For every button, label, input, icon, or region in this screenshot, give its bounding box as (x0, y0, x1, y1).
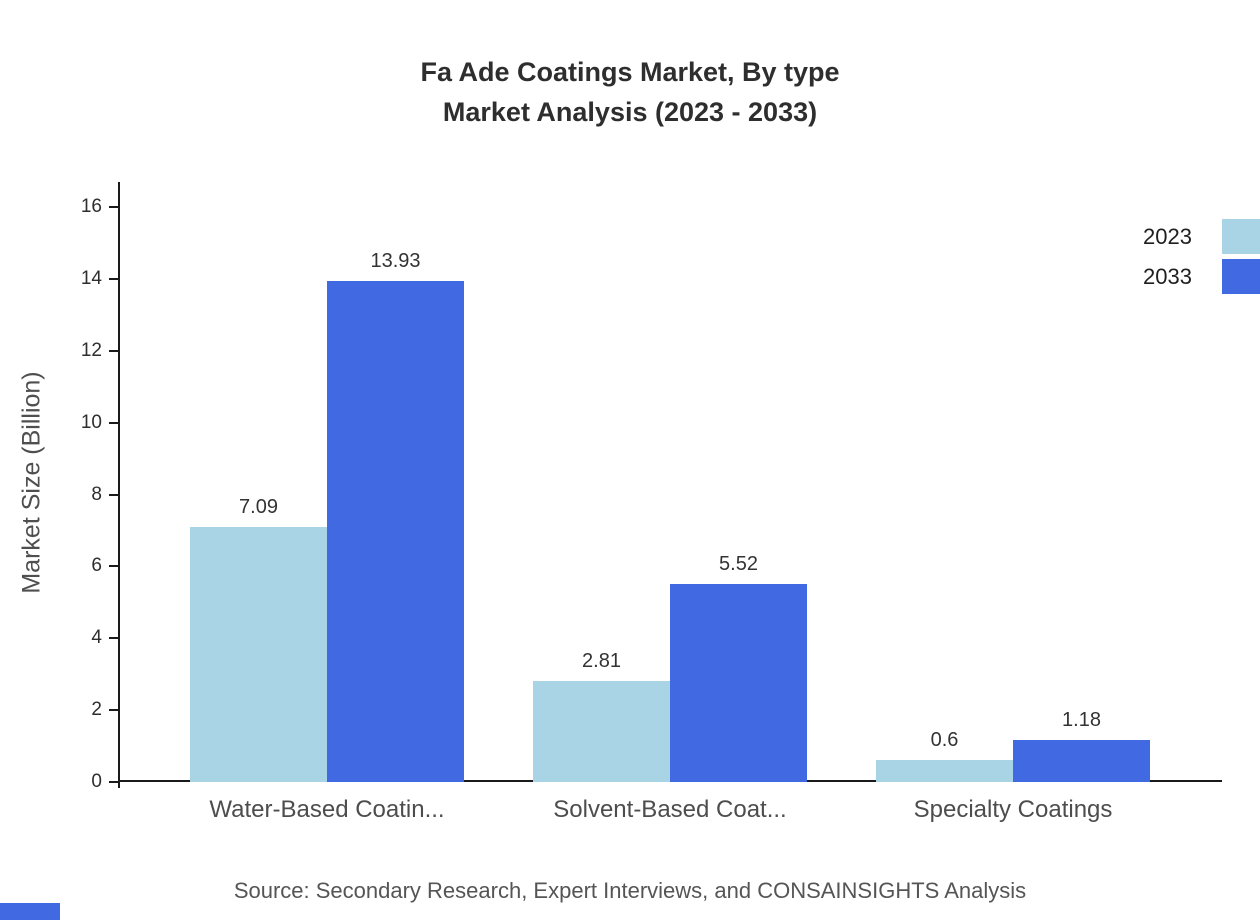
x-category-label: Water-Based Coatin... (209, 796, 445, 823)
y-tick-label: 14 (80, 267, 102, 289)
y-tick-label: 12 (80, 339, 102, 361)
x-category-label: Specialty Coatings (913, 796, 1113, 823)
y-tick-label: 0 (91, 771, 102, 792)
y-tick-label: 2 (91, 699, 102, 721)
y-tick-mark (109, 277, 118, 280)
x-category-label: Solvent-Based Coat... (553, 796, 787, 823)
y-tick-label: 16 (80, 196, 102, 217)
y-tick-mark (109, 493, 118, 496)
legend-swatch (1222, 259, 1260, 294)
chart-title-line2: Market Analysis (2023 - 2033) (442, 97, 818, 127)
y-tick-mark (109, 565, 118, 568)
plot-area: 0 2 4 6 8 10 12 14 16 7.09 13.93 Water-Based Coatin… (81, 182, 1222, 823)
y-tick-mark (109, 709, 118, 712)
bar-2033 (327, 281, 464, 782)
y-tick-label: 6 (91, 555, 102, 577)
legend-item-2023: 2023 (1143, 219, 1260, 254)
y-tick-mark (109, 781, 118, 783)
y-axis-line (118, 182, 120, 788)
bar-value-label: 2.81 (582, 650, 621, 673)
legend-item-2033: 2033 (1143, 259, 1260, 294)
y-tick-label: 8 (91, 483, 102, 505)
bar-value-label: 0.6 (930, 729, 959, 752)
y-tick-mark (109, 637, 118, 640)
chart-title: Fa Ade Coatings Market, By type Market A… (0, 52, 1260, 132)
legend-swatch (1222, 219, 1260, 254)
bar-2023 (876, 760, 1013, 782)
legend-label: 2023 (1143, 223, 1192, 249)
bar-2023 (533, 681, 670, 782)
bar-value-label: 5.52 (719, 552, 758, 575)
y-tick-label: 4 (91, 627, 102, 649)
bar-value-label: 7.09 (239, 496, 278, 519)
chart-title-line1: Fa Ade Coatings Market, By type (420, 57, 840, 87)
bar-2033 (670, 583, 807, 782)
bar-2023 (190, 527, 327, 782)
y-tick-label: 10 (80, 411, 102, 433)
bar-value-label: 1.18 (1062, 708, 1101, 731)
source-note: Source: Secondary Research, Expert Inter… (233, 878, 1027, 903)
y-axis-label: Market Size (Billion) (17, 371, 46, 594)
corner-accent-bar (0, 903, 60, 920)
legend: 2023 2033 (1143, 219, 1260, 294)
bar-value-label: 13.93 (370, 250, 421, 273)
legend-label: 2033 (1143, 263, 1192, 289)
y-tick-mark (109, 206, 118, 208)
y-tick-mark (109, 421, 118, 424)
y-tick-mark (109, 349, 118, 352)
bar-2033 (1013, 739, 1150, 782)
